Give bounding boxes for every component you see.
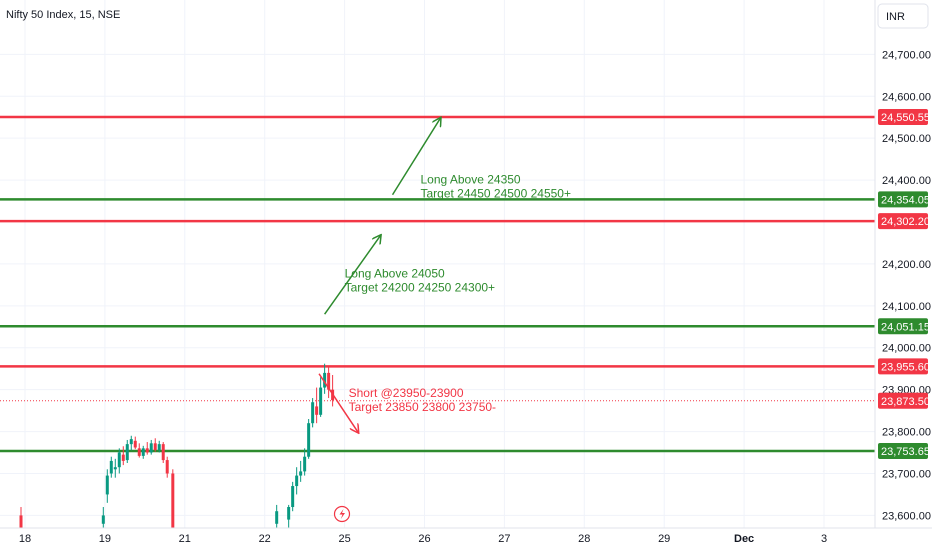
chart-grid bbox=[0, 0, 875, 528]
level-price-label: 23,753.65 bbox=[881, 446, 930, 458]
currency-button[interactable]: INR bbox=[877, 3, 929, 29]
level-price-label: 24,354.05 bbox=[881, 194, 930, 206]
y-tick-label: 24,500.00 bbox=[882, 133, 931, 145]
candle-body bbox=[323, 372, 327, 388]
annotation-text[interactable]: Target 23850 23800 23750- bbox=[349, 400, 496, 414]
annotation-arrow[interactable] bbox=[391, 118, 441, 196]
candle-body bbox=[125, 444, 129, 461]
annotation-text[interactable]: Long Above 24050 bbox=[345, 266, 445, 280]
level-price-label-bg bbox=[878, 191, 928, 208]
level-price-label: 24,051.15 bbox=[881, 321, 930, 333]
currency-label: INR bbox=[886, 11, 905, 23]
last-price-label: 23,873.50 bbox=[881, 396, 930, 408]
annotation-arrow[interactable] bbox=[324, 235, 381, 315]
candle-body bbox=[137, 448, 141, 456]
level-price-label-bg bbox=[878, 318, 928, 335]
x-tick-label: 25 bbox=[338, 533, 350, 545]
candle-body bbox=[303, 456, 307, 472]
y-tick-label: 24,100.00 bbox=[882, 301, 931, 313]
lightning-icon[interactable] bbox=[333, 505, 351, 523]
candlesticks bbox=[19, 363, 335, 528]
annotation-text[interactable]: Target 24450 24500 24550+ bbox=[421, 186, 571, 200]
y-tick-label: 24,700.00 bbox=[882, 49, 931, 61]
x-tick-label: 19 bbox=[99, 533, 111, 545]
annotation-text[interactable]: Target 24200 24250 24300+ bbox=[345, 280, 495, 294]
candle-body bbox=[133, 440, 137, 448]
x-tick-label: 26 bbox=[418, 533, 430, 545]
annotation-text[interactable]: Short @23950-23900 bbox=[349, 386, 464, 400]
chart-title: Nifty 50 Index, 15, NSE bbox=[6, 9, 120, 21]
candle-body bbox=[319, 387, 323, 415]
y-tick-label: 23,700.00 bbox=[882, 468, 931, 480]
y-tick-label: 24,400.00 bbox=[882, 175, 931, 187]
annotation-text[interactable]: Long Above 24350 bbox=[421, 172, 521, 186]
level-price-label-bg bbox=[878, 358, 928, 375]
candle-body bbox=[287, 507, 291, 520]
candle-body bbox=[105, 475, 109, 495]
candle-body bbox=[327, 372, 331, 390]
candle-body bbox=[171, 473, 175, 528]
candle-body bbox=[311, 402, 315, 424]
x-tick-label: Dec bbox=[734, 533, 754, 545]
candle-body bbox=[299, 471, 303, 476]
x-axis-ticks: 18 19 21 22 25 26 27 28 29 Dec 3 bbox=[19, 533, 827, 545]
x-tick-label: 28 bbox=[578, 533, 590, 545]
candle-body bbox=[141, 448, 145, 456]
candle-body bbox=[307, 423, 311, 457]
candle-body bbox=[153, 443, 157, 451]
candle-body bbox=[161, 444, 165, 461]
level-price-label: 24,302.20 bbox=[881, 216, 930, 228]
y-tick-label: 24,200.00 bbox=[882, 259, 931, 271]
candle-body bbox=[19, 515, 23, 528]
y-tick-label: 24,600.00 bbox=[882, 91, 931, 103]
candle-body bbox=[109, 460, 113, 474]
x-tick-label: 22 bbox=[259, 533, 271, 545]
candle-body bbox=[129, 439, 133, 445]
candle-body bbox=[275, 511, 279, 524]
annotation-arrow[interactable] bbox=[318, 373, 358, 433]
level-price-labels: 24,550.55 24,354.05 24,302.20 24,051.15 23,9… bbox=[878, 109, 930, 459]
candle-body bbox=[149, 443, 153, 453]
candle-body bbox=[145, 448, 149, 453]
x-tick-label: 29 bbox=[658, 533, 670, 545]
level-price-label: 23,955.60 bbox=[881, 361, 930, 373]
level-price-label-bg bbox=[878, 213, 928, 230]
candle-body bbox=[291, 486, 295, 508]
candle-body bbox=[157, 444, 161, 451]
candle-body bbox=[117, 452, 121, 468]
y-tick-label: 23,800.00 bbox=[882, 427, 931, 439]
candle-body bbox=[101, 515, 105, 524]
x-tick-label: 27 bbox=[498, 533, 510, 545]
candle-body bbox=[165, 460, 169, 474]
level-price-label-bg bbox=[878, 443, 928, 459]
x-tick-label: 18 bbox=[19, 533, 31, 545]
x-tick-label: 3 bbox=[821, 533, 827, 545]
y-tick-label: 23,600.00 bbox=[882, 510, 931, 522]
x-tick-label: 21 bbox=[179, 533, 191, 545]
candle-body bbox=[113, 467, 117, 470]
level-price-label: 24,550.55 bbox=[881, 112, 930, 124]
level-price-label-bg bbox=[878, 109, 928, 125]
y-tick-label: 24,000.00 bbox=[882, 343, 931, 355]
candle-body bbox=[121, 454, 125, 461]
candle-body bbox=[295, 475, 299, 487]
last-price-label-bg bbox=[878, 392, 928, 409]
candle-body bbox=[315, 406, 319, 415]
